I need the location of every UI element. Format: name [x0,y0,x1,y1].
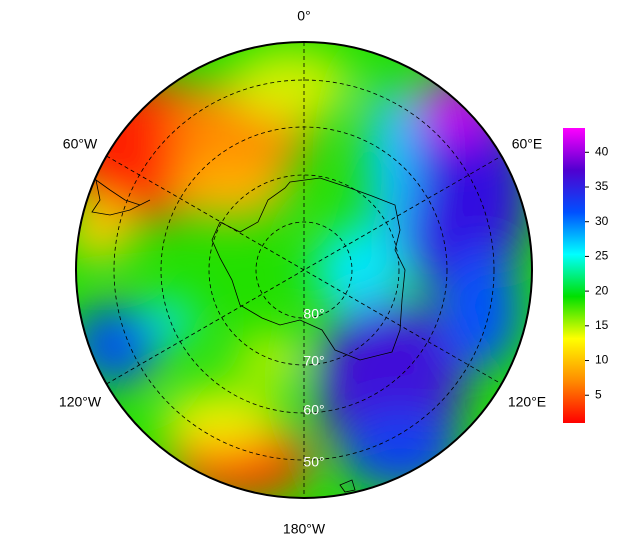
longitude-label: 60°E [512,136,543,152]
coastline [91,177,406,493]
latitude-label: 70° [303,353,324,369]
latitude-label: 80° [303,306,324,322]
colorbar-tick-label: 15 [595,318,609,332]
colorbar-tick-label: 25 [595,249,609,263]
colorbar [563,128,585,423]
colorbar-tick-label: 35 [595,179,609,193]
graticule [106,42,502,498]
colorbar-tick-label: 40 [595,144,609,158]
longitude-label: 180°W [283,521,326,537]
latitude-label: 60° [303,402,324,418]
colorbar-tick-label: 10 [595,353,609,367]
colorbar-tick-label: 30 [595,214,609,228]
longitude-label: 120°E [508,394,546,410]
longitude-label: 120°W [59,394,102,410]
colorbar-tick-label: 20 [595,283,609,297]
map-border [75,41,533,499]
colorbar-tick-label: 5 [595,387,602,401]
longitude-label: 0° [297,8,310,24]
longitude-label: 60°W [63,136,98,152]
latitude-label: 50° [303,454,324,470]
